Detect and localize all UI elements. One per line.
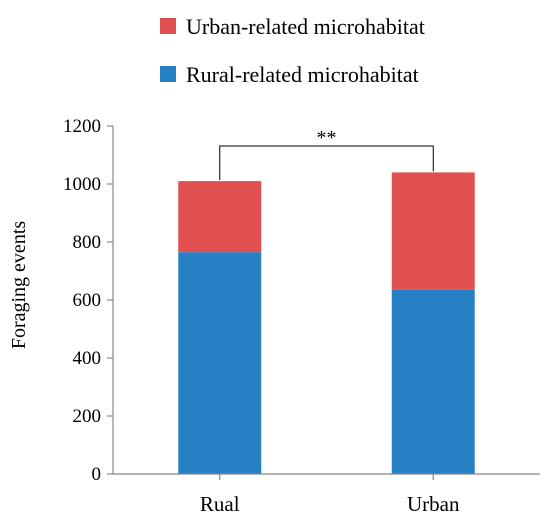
y-axis-title: Foraging events — [8, 221, 30, 350]
significance-line — [219, 145, 434, 181]
y-tick-label: 0 — [92, 464, 102, 485]
significance-bracket: ** — [219, 127, 434, 181]
bar-segment-rural-urban — [391, 289, 475, 474]
y-tick-label: 1000 — [63, 174, 101, 195]
bar-segment-urban-rual — [178, 181, 262, 253]
legend: Urban-related microhabitat Rural-related … — [160, 14, 425, 87]
legend-swatch-rural — [160, 66, 176, 82]
legend-label-urban: Urban-related microhabitat — [186, 14, 425, 39]
legend-label-rural: Rural-related microhabitat — [186, 62, 419, 87]
x-tick-label: Urban — [407, 492, 460, 516]
x-axis: Rual Urban — [113, 473, 540, 516]
x-tick-label: Rual — [200, 492, 240, 516]
y-tick-label: 600 — [73, 290, 102, 311]
y-axis: 0 200 400 600 800 1000 1200 — [63, 116, 114, 485]
y-tick-label: 200 — [73, 406, 102, 427]
significance-label: ** — [317, 127, 337, 149]
legend-swatch-urban — [160, 18, 176, 34]
y-tick-label: 1200 — [63, 116, 101, 137]
y-tick-label: 400 — [73, 348, 102, 369]
bar-segment-urban-urban — [391, 172, 475, 290]
y-tick-label: 800 — [73, 232, 102, 253]
bar-segment-rural-rual — [178, 252, 262, 474]
bars — [178, 172, 475, 474]
